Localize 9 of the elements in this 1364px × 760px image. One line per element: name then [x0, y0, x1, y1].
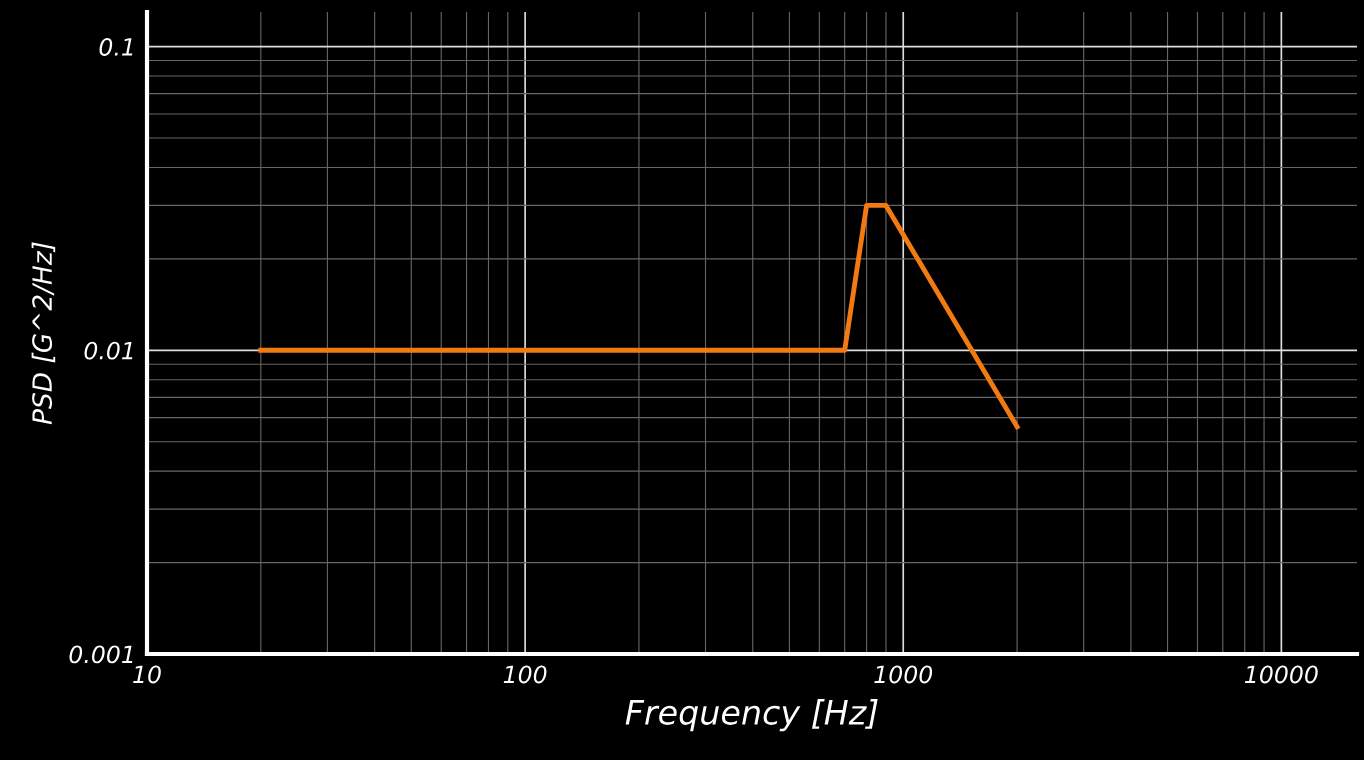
y-tick-label: 0.01 [84, 341, 133, 360]
x-axis-title: Frequency [Hz] [625, 699, 878, 732]
x-tick-label: 10 [133, 665, 161, 684]
y-tick-label: 0.001 [69, 645, 133, 664]
x-tick-label: 1000 [874, 665, 933, 684]
y-axis-title: PSD [G^2/Hz] [31, 242, 56, 425]
x-tick-label: 10000 [1244, 665, 1318, 684]
x-tick-label: 100 [503, 665, 547, 684]
y-tick-label: 0.1 [99, 38, 133, 56]
